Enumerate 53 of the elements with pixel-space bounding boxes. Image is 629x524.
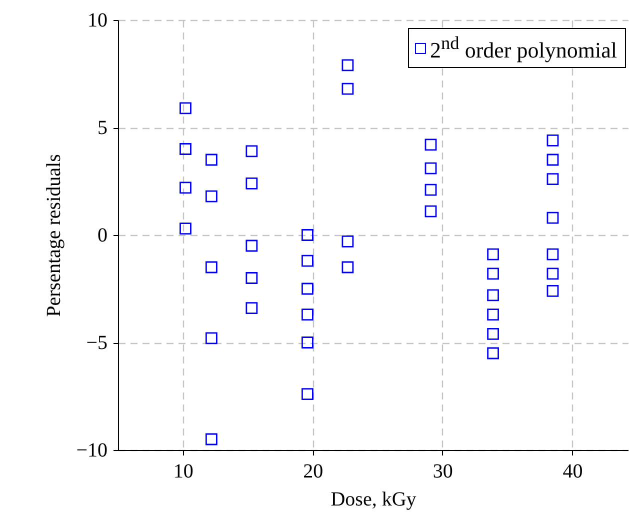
point (342, 261, 354, 274)
point (246, 272, 258, 284)
point (180, 143, 192, 155)
point (205, 332, 218, 344)
point (246, 177, 258, 190)
point (487, 308, 499, 320)
point (302, 282, 314, 295)
point (205, 154, 218, 166)
point (487, 248, 499, 260)
x-tick-label: 30 (432, 460, 453, 482)
x-tick-label: 20 (303, 460, 324, 482)
point (424, 205, 437, 218)
point (424, 138, 437, 151)
x-axis-title: Dose, kGy (330, 488, 416, 510)
point (546, 212, 559, 224)
point (302, 308, 314, 320)
point (205, 190, 218, 202)
legend-label: 2$^{nd}$ order polynomial (430, 33, 617, 64)
point (342, 82, 354, 95)
y-tick-label: −10 (76, 440, 108, 462)
point (546, 173, 559, 186)
point (302, 229, 314, 241)
point (246, 145, 258, 158)
y-tick-label: −5 (86, 332, 108, 354)
x-tick-label: 40 (562, 460, 583, 482)
point (180, 222, 192, 234)
point (546, 154, 559, 166)
point (180, 182, 192, 194)
point (302, 254, 314, 267)
point (546, 268, 559, 280)
y-tick-label: 5 (98, 117, 108, 139)
point (424, 184, 437, 196)
point (246, 302, 258, 314)
point (246, 240, 258, 252)
point (205, 433, 218, 446)
point (180, 102, 192, 114)
point (546, 284, 559, 297)
y-tick-label: 0 (98, 224, 108, 246)
point (487, 268, 499, 280)
point (342, 59, 354, 72)
point (424, 162, 437, 174)
point (487, 328, 499, 340)
point (302, 336, 314, 348)
point (205, 261, 218, 274)
x-tick-label: 10 (173, 460, 194, 482)
y-tick-label: 10 (88, 10, 108, 32)
y-axis-title: Persentage residuals (43, 154, 66, 317)
point (487, 347, 499, 360)
point (546, 248, 559, 260)
point (302, 388, 314, 400)
point (546, 134, 559, 146)
point (342, 236, 354, 248)
point (487, 289, 499, 302)
